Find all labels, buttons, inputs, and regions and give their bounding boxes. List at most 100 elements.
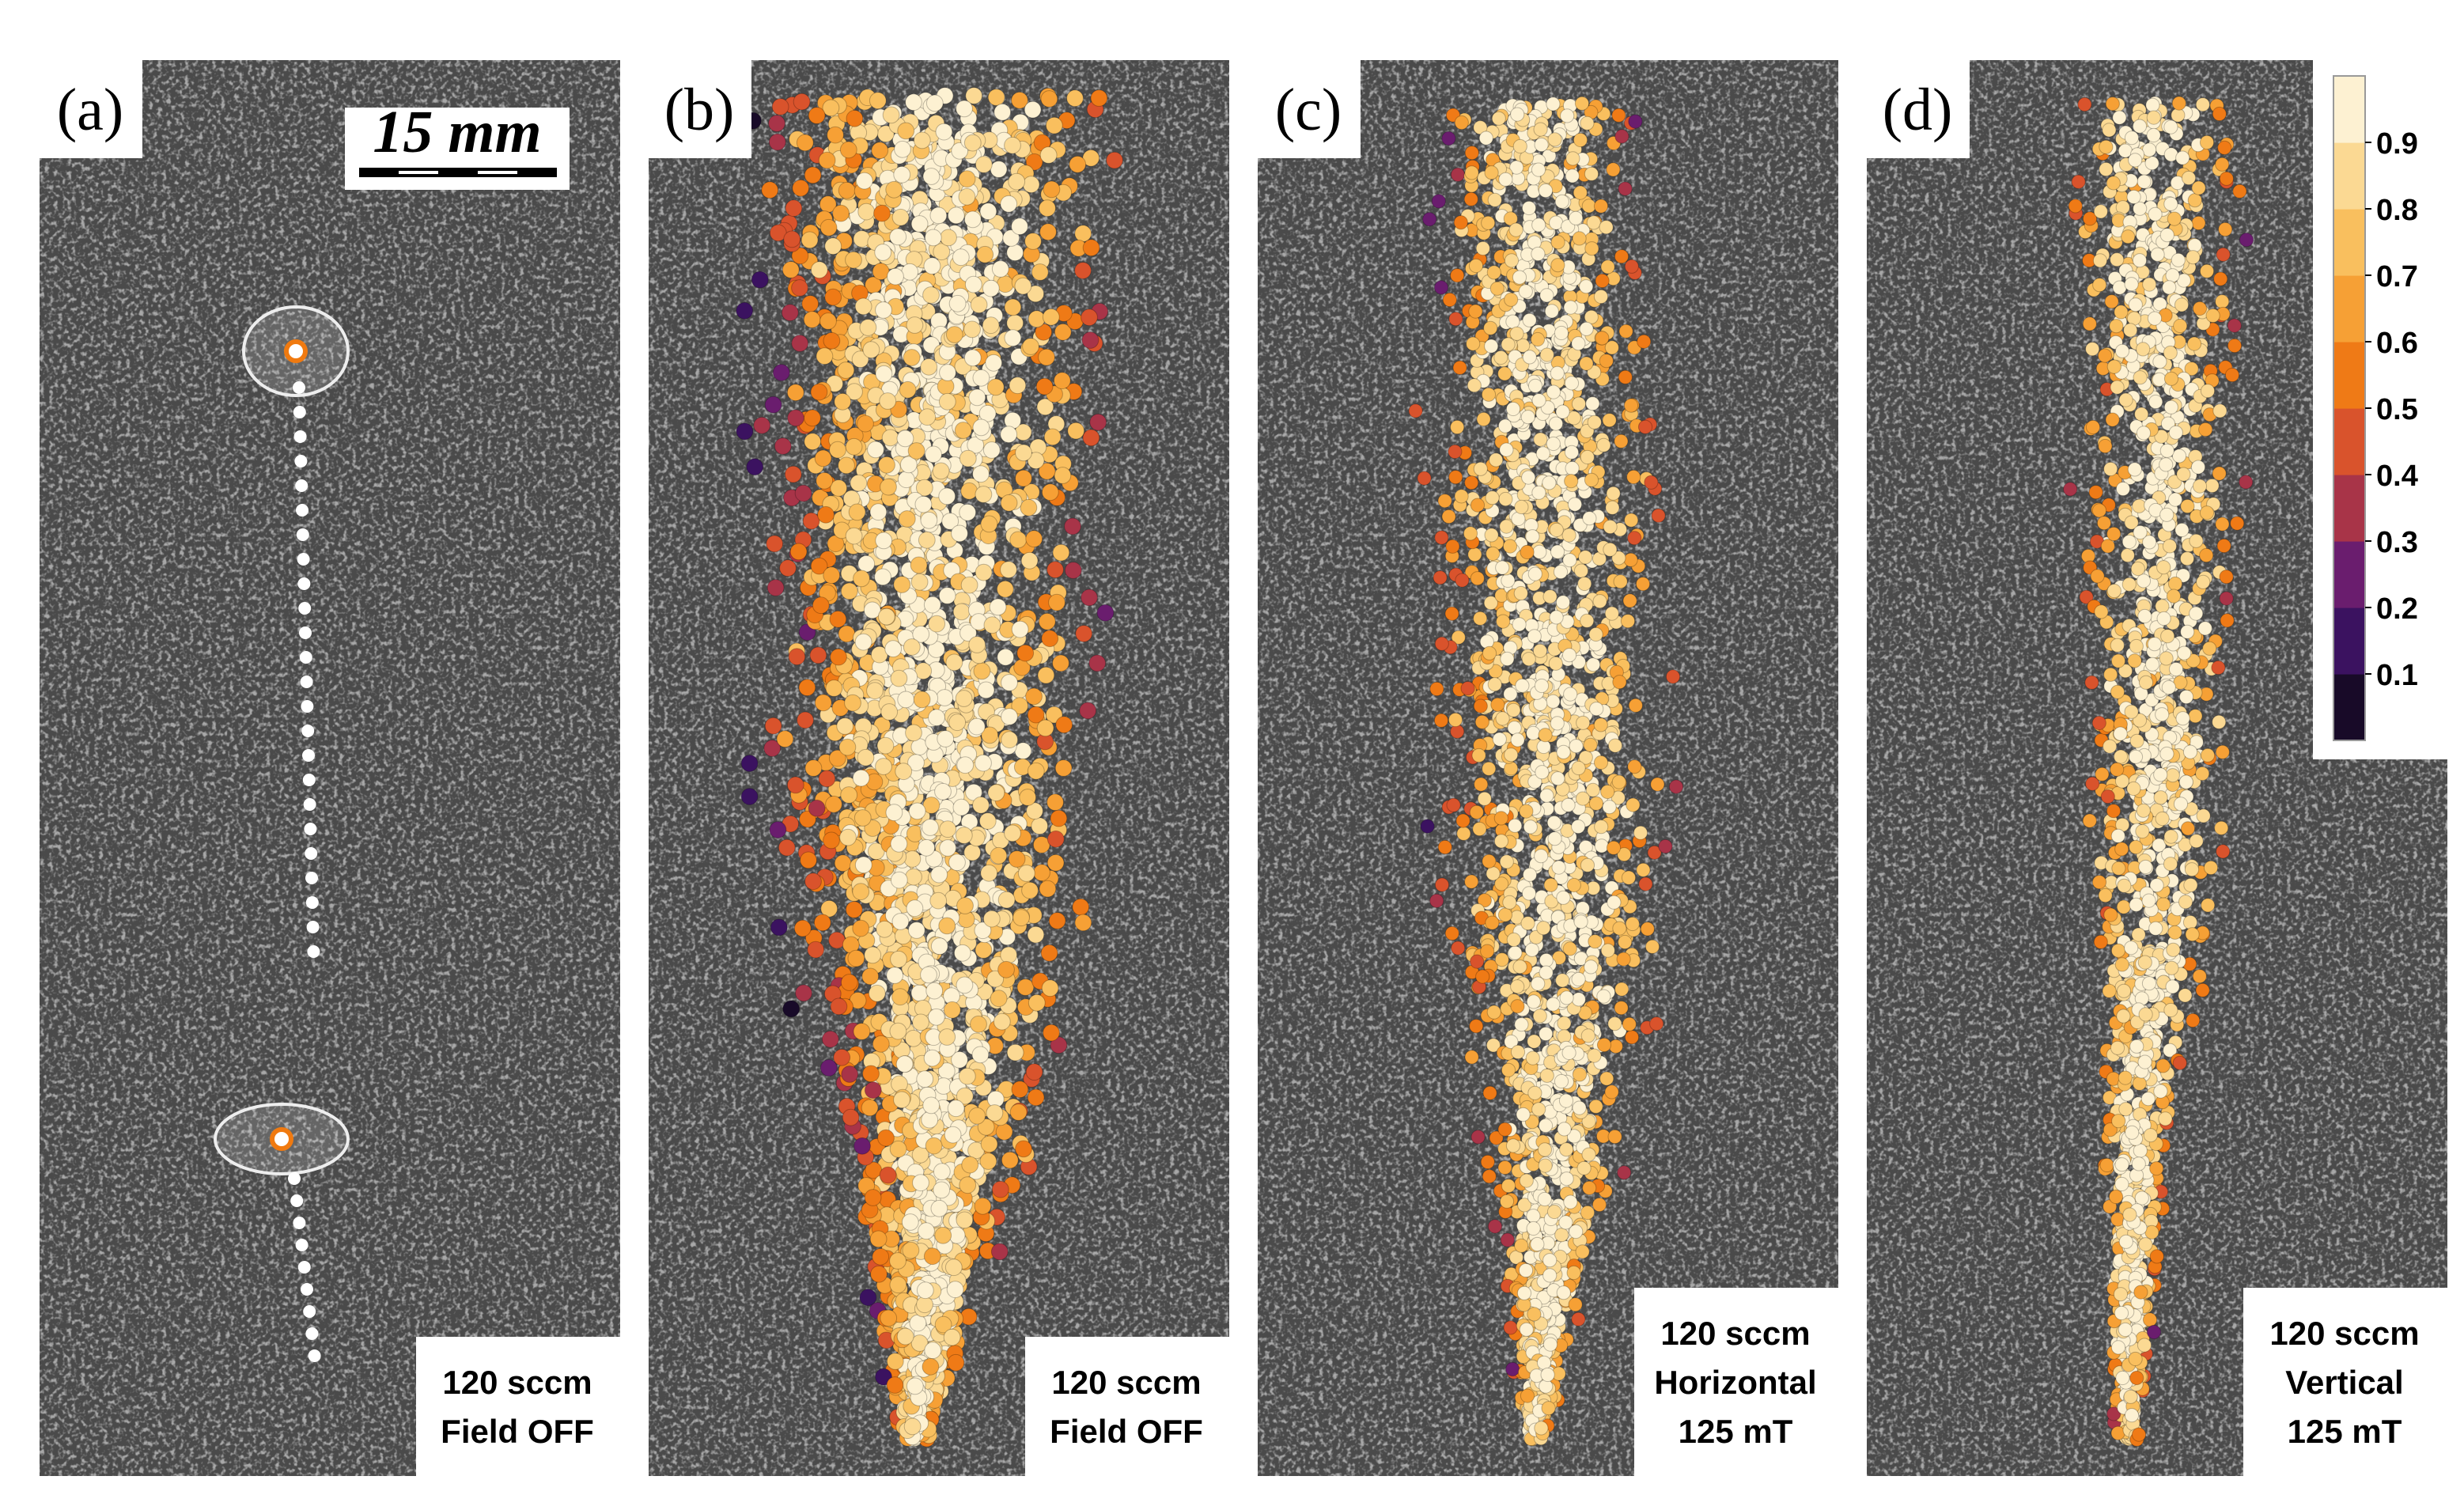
particle-dot	[958, 187, 976, 206]
particle-dot	[846, 109, 864, 127]
particle-dot	[840, 582, 858, 600]
particle-dot	[959, 503, 977, 521]
particle-dot	[933, 1163, 951, 1181]
particle-dot	[925, 982, 944, 1000]
particle-dot	[1637, 334, 1652, 349]
particle-dot	[1553, 564, 1569, 580]
particle-dot	[736, 301, 754, 320]
particle-dot	[816, 347, 834, 365]
particle-dot	[923, 257, 941, 275]
particle-dot	[1022, 176, 1040, 194]
particle-dot	[863, 601, 881, 619]
particle-dot	[1538, 183, 1554, 199]
particle-dot	[1546, 384, 1561, 399]
particle-dot	[945, 326, 963, 343]
particle-dot	[1594, 838, 1609, 853]
particle-dot	[1581, 199, 1596, 214]
particle-dot	[1569, 210, 1584, 225]
particle-dot	[1620, 614, 1636, 629]
particle-dot	[1522, 312, 1537, 327]
particle-dot	[948, 853, 966, 872]
particle-dot	[1472, 821, 1487, 837]
particle-dot	[1614, 982, 1629, 997]
particle-dot	[1510, 979, 1525, 994]
particle-dot	[1606, 840, 1622, 855]
particle-dot	[845, 901, 863, 918]
track-dot	[306, 921, 320, 933]
particle-dot	[1565, 151, 1580, 166]
particle-dot	[972, 796, 990, 814]
particle-dot	[1000, 561, 1017, 579]
particle-dot	[838, 181, 856, 199]
particle-dot	[1524, 942, 1539, 957]
particle-dot	[943, 1001, 961, 1019]
particle-dot	[771, 98, 789, 115]
particle-dot	[1434, 636, 1449, 651]
particle-dot	[804, 759, 823, 777]
particle-dot	[1518, 284, 1533, 299]
particle-dot	[893, 165, 911, 184]
particle-dot	[1012, 909, 1030, 927]
particle-dot	[997, 891, 1016, 909]
particle-dot	[1011, 1081, 1029, 1099]
particle-dot	[1614, 249, 1629, 264]
particle-dot	[1538, 1118, 1554, 1134]
particle-dot	[1626, 797, 1641, 812]
particle-dot	[824, 237, 842, 255]
particle-dot	[810, 383, 828, 401]
particle-dot	[1429, 893, 1444, 908]
particle-dot	[953, 944, 971, 962]
particle-dot	[1525, 529, 1540, 544]
particle-dot	[1420, 819, 1435, 834]
particle-dot	[1650, 777, 1665, 792]
particle-dot	[853, 570, 870, 588]
particle-dot	[1520, 410, 1535, 425]
particle-dot	[1009, 377, 1027, 395]
particle-dot	[1584, 959, 1599, 975]
particle-dot	[1048, 912, 1066, 929]
particle-dot	[1577, 576, 1592, 592]
particle-dot	[746, 458, 764, 476]
particle-dot	[1556, 1285, 1571, 1300]
particle-dot	[1531, 485, 1546, 500]
particle-dot	[1579, 279, 1594, 294]
panel-noise	[40, 60, 620, 1476]
particle-dot	[977, 1118, 995, 1136]
particle-dot	[922, 797, 941, 814]
particle-dot	[1088, 654, 1107, 672]
particle-dot	[857, 554, 876, 573]
particle-dot	[1510, 1044, 1526, 1060]
particle-dot	[986, 378, 1005, 396]
particle-dot	[1471, 748, 1486, 763]
particle-dot	[1477, 791, 1492, 806]
particle-dot	[875, 532, 893, 550]
particle-dot	[1628, 698, 1643, 713]
particle-dot	[975, 754, 992, 772]
particle-dot	[933, 243, 951, 261]
particle-dot	[1637, 419, 1653, 434]
particle-dot	[791, 279, 808, 297]
particle-dot	[879, 392, 897, 410]
particle-dot	[956, 100, 973, 118]
particle-dot	[930, 937, 948, 956]
particle-dot	[968, 1107, 986, 1125]
particle-dot	[1015, 469, 1032, 487]
particle-dot	[1434, 877, 1450, 892]
particle-dot	[1452, 360, 1467, 375]
particle-dot	[871, 142, 889, 160]
particle-dot	[1453, 215, 1468, 230]
particle-dot	[918, 408, 937, 426]
particle-dot	[812, 596, 830, 615]
particle-dot	[782, 261, 800, 278]
particle-dot	[1592, 594, 1607, 609]
particle-dot	[974, 922, 992, 940]
particle-dot	[890, 950, 907, 968]
particle-dot	[1079, 702, 1097, 720]
particle-dot	[791, 247, 809, 265]
particle-dot	[809, 646, 827, 664]
particle-dot	[938, 1028, 956, 1046]
particle-dot	[769, 224, 787, 242]
particle-dot	[1580, 857, 1595, 872]
particle-dot	[1510, 999, 1525, 1014]
